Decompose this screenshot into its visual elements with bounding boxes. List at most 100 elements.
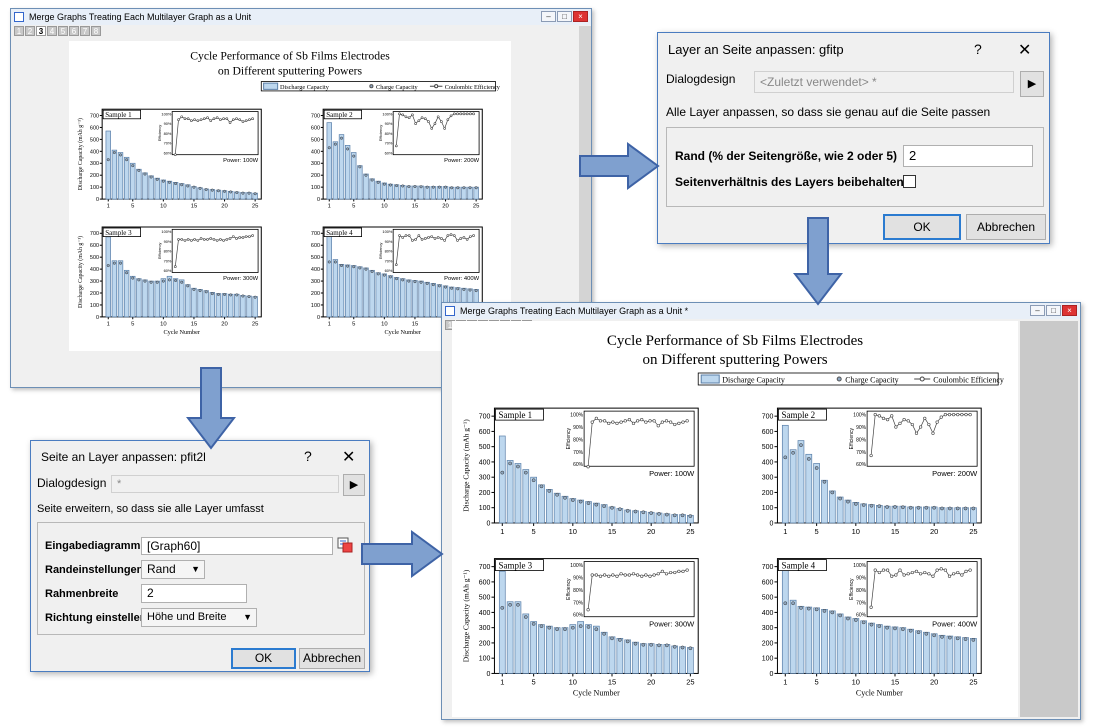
y-tick-label: 700 [762,414,774,421]
charge-point [586,501,591,505]
page-tab-7[interactable]: 7 [80,26,90,36]
graph-title-line2: on Different sputtering Powers [642,352,827,368]
cancel-button[interactable]: Abbrechen [299,648,365,669]
charge-point [131,164,135,168]
efficiency-point [902,417,906,422]
charge-point [352,265,356,269]
discharge-bar [899,627,907,674]
keep-ratio-checkbox[interactable] [903,175,916,188]
x-tick-label: 10 [160,321,167,327]
charge-point [419,280,423,284]
close-icon[interactable]: ✕ [1018,42,1032,59]
inset-y-tick-label: 100% [570,413,583,419]
inset-y-tick-label: 100% [382,111,392,116]
efficiency-point [206,238,209,241]
y-tick-label: 400 [311,267,320,273]
window-titlebar[interactable]: Merge Graphs Treating Each Multilayer Gr… [11,9,591,25]
maximize-button[interactable]: □ [1046,305,1061,316]
cancel-button[interactable]: Abbrechen [966,214,1046,240]
efficiency-point [206,116,209,120]
discharge-bar [344,145,351,200]
charge-point [893,626,897,631]
charge-point [167,180,171,184]
charge-point [900,627,905,632]
efficiency-point [251,117,254,121]
help-button[interactable]: ? [304,448,312,464]
charge-point [610,636,614,641]
charge-point [570,498,575,502]
charge-point [617,507,622,512]
charge-point [382,182,386,186]
efficiency-point [873,568,877,572]
charge-point [516,602,520,607]
efficiency-point [685,568,689,572]
efficiency-point [411,239,414,242]
discharge-bar [338,134,345,200]
efficiency-point [881,416,886,420]
vertical-scrollbar[interactable] [1020,321,1078,717]
page-tab-6[interactable]: 6 [69,26,79,36]
ok-button[interactable]: OK [883,214,961,240]
design-menu-button[interactable]: ▶ [1020,71,1044,97]
graph-canvas[interactable]: Cycle Performance of Sb Films Electrodes… [69,41,511,351]
charge-point [186,184,190,188]
efficiency-point [436,236,440,239]
page-tab-5[interactable]: 5 [58,26,68,36]
frame-width-input[interactable]: 2 [141,584,247,603]
margin-input[interactable]: 2 [903,145,1033,167]
efficiency-point [427,120,430,123]
page-tab-3[interactable]: 3 [36,26,46,36]
close-button[interactable]: × [1062,305,1077,316]
inset-y-tick-label: 90% [573,425,584,431]
design-combo[interactable]: * [111,475,339,493]
close-icon[interactable]: ✕ [342,449,356,466]
charge-point [516,464,520,469]
page-tab-2[interactable]: 2 [25,26,35,36]
legend-charge-label: Charge Capacity [376,84,418,91]
y-tick-label: 200 [762,490,774,497]
page-tab-4[interactable]: 4 [47,26,57,36]
efficiency-point [603,419,607,423]
charge-point [916,505,921,510]
minimize-button[interactable]: – [541,11,556,22]
window-titlebar[interactable]: Merge Graphs Treating Each Multilayer Gr… [442,303,1080,319]
y-tick-label: 500 [311,137,320,143]
charge-point [425,185,429,189]
discharge-bar [160,278,167,318]
page-tab-1[interactable]: 1 [14,26,24,36]
efficiency-point [472,234,475,237]
discharge-bar [962,637,969,674]
vertical-scrollbar[interactable] [579,26,591,386]
x-tick-label: 15 [191,321,198,327]
charge-point [364,173,368,177]
graph-app-icon [445,306,455,316]
sample-label: Sample 3 [105,229,132,237]
charge-point [444,285,448,289]
x-axis-label: Cycle Number [573,688,620,697]
x-tick-label: 20 [930,527,938,536]
charge-point [555,492,559,497]
charge-point [578,624,583,628]
design-combo[interactable]: <Zuletzt verwendet> * [754,71,1014,93]
maximize-button[interactable]: □ [557,11,572,22]
inset-y-tick-label: 80% [385,131,393,136]
inset-y-tick-label: 70% [856,450,867,456]
border-settings-select[interactable]: Rand ▼ [141,560,205,579]
graph-canvas[interactable]: Cycle Performance of Sb Films Electrodes… [452,321,1018,717]
charge-point [425,281,429,285]
efficiency-point [619,572,623,576]
efficiency-point [598,419,603,423]
ok-button[interactable]: OK [231,648,296,669]
graph-picker-icon[interactable] [337,537,353,553]
input-graph-field[interactable]: [Graph60] [141,537,333,555]
sample-label: Sample 3 [498,561,532,571]
close-button[interactable]: × [573,11,588,22]
design-menu-button[interactable]: ▶ [343,474,365,496]
chevron-down-icon: ▼ [243,612,252,622]
charge-point [940,506,944,511]
minimize-button[interactable]: – [1030,305,1045,316]
efficiency-point [401,236,405,239]
help-button[interactable]: ? [974,41,982,57]
direction-select[interactable]: Höhe und Breite ▼ [141,608,257,627]
page-tab-8[interactable]: 8 [91,26,101,36]
